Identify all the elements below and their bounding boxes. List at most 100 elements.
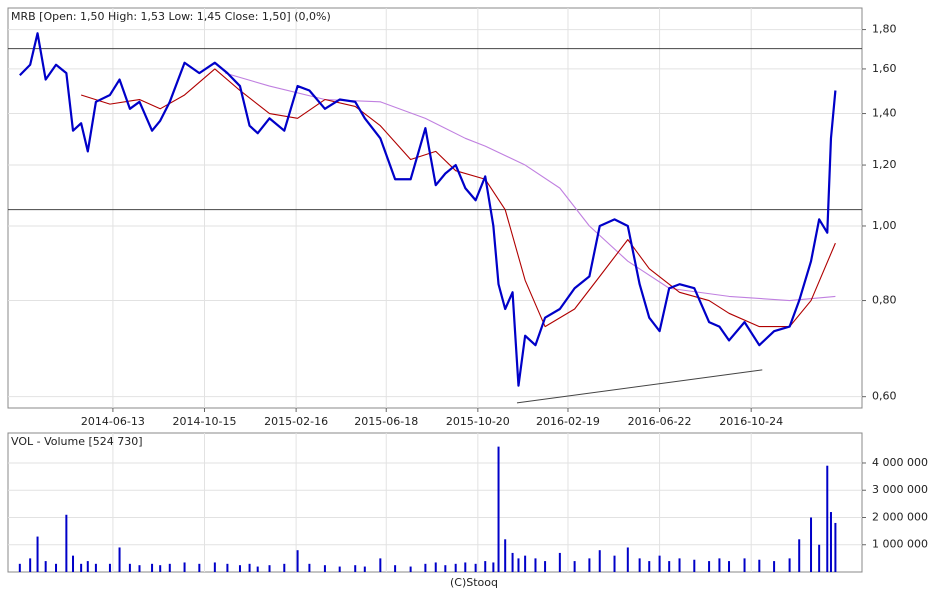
volume-bar: [826, 465, 829, 572]
volume-bar: [818, 544, 821, 572]
volume-bar: [758, 559, 761, 572]
y-tick-label: 1,80: [872, 23, 897, 36]
volume-bar: [613, 555, 616, 572]
y-tick-label: 4 000 000: [872, 456, 928, 469]
volume-bar: [558, 552, 561, 572]
volume-bar: [65, 514, 68, 572]
volume-bar: [474, 563, 477, 572]
volume-bar: [151, 563, 154, 572]
volume-bar: [308, 563, 311, 572]
volume-bar: [226, 563, 229, 572]
volume-bar: [588, 558, 591, 572]
x-tick-label: 2015-06-18: [354, 415, 418, 428]
volume-bar: [94, 563, 97, 572]
volume-bar: [424, 563, 427, 572]
y-tick-label: 1,00: [872, 219, 897, 232]
volume-bar: [668, 561, 671, 572]
volume-bar: [44, 561, 47, 572]
volume-bar: [86, 561, 89, 572]
panel: [7, 7, 863, 409]
trend-line: [516, 369, 763, 404]
volume-bar: [497, 446, 500, 572]
volume-bar: [198, 563, 201, 572]
volume-bar: [626, 547, 629, 572]
volume-bar: [708, 561, 711, 572]
volume-bar: [504, 539, 507, 572]
volume-bar: [678, 558, 681, 572]
volume-bar: [338, 566, 341, 572]
y-tick-label: 1,40: [872, 107, 897, 120]
volume-bar: [268, 565, 271, 572]
y-tick-label: 0,80: [872, 294, 897, 307]
volume-bar: [728, 561, 731, 572]
volume-bar: [256, 566, 259, 572]
volume-bar: [248, 563, 251, 572]
x-tick-label: 2016-02-19: [536, 415, 600, 428]
volume-bar: [484, 561, 487, 572]
y-tick-label: 0,60: [872, 390, 897, 403]
volume-bar: [658, 555, 661, 572]
volume-bar: [434, 562, 437, 572]
volume-bar: [409, 566, 412, 572]
volume-bar: [323, 565, 326, 572]
x-tick-label: 2015-10-20: [446, 415, 510, 428]
footer: (C)Stooq: [450, 576, 498, 589]
volume-bar: [183, 562, 186, 572]
x-tick-label: 2016-06-22: [628, 415, 692, 428]
volume-bar: [283, 563, 286, 572]
x-tick-label: 2014-06-13: [81, 415, 145, 428]
volume-bar: [138, 565, 141, 572]
volume-bar: [648, 561, 651, 572]
panel: [7, 432, 863, 573]
volume-bar: [788, 558, 791, 572]
volume-bar: [159, 565, 162, 572]
volume-bar: [55, 563, 58, 572]
x-tick-label: 2014-10-15: [173, 415, 237, 428]
volume-bar: [798, 539, 801, 572]
volume-bar: [773, 561, 776, 572]
volume-bar: [829, 512, 832, 572]
y-tick-label: 2 000 000: [872, 510, 928, 523]
y-tick-label: 1,20: [872, 158, 897, 171]
volume-bar: [573, 561, 576, 572]
volume-bar: [18, 563, 21, 572]
volume-bar: [213, 562, 216, 572]
volume-bar: [128, 563, 131, 572]
series-line: [80, 68, 836, 328]
volume-bar: [743, 558, 746, 572]
series-line: [19, 32, 837, 387]
volume-bar: [544, 561, 547, 572]
volume-bar: [168, 563, 171, 572]
volume-bar: [363, 566, 366, 572]
y-tick-label: 1 000 000: [872, 538, 928, 551]
panel-title: MRB [Open: 1,50 High: 1,53 Low: 1,45 Clo…: [11, 10, 331, 23]
x-tick-label: 2016-10-24: [719, 415, 783, 428]
volume-bar: [394, 565, 397, 572]
y-tick-label: 1,60: [872, 62, 897, 75]
volume-bar: [80, 563, 83, 572]
volume-bar: [810, 517, 813, 572]
volume-bar: [464, 562, 467, 572]
volume-bar: [118, 547, 121, 572]
volume-bar: [444, 565, 447, 572]
volume-bar: [379, 558, 382, 572]
volume-bar: [36, 536, 39, 572]
volume-bar: [108, 563, 111, 572]
volume-bar: [238, 565, 241, 572]
volume-bar: [534, 558, 537, 572]
volume-bar: [834, 522, 837, 572]
volume-bar: [296, 550, 299, 572]
panel-title: VOL - Volume [524 730]: [11, 435, 143, 448]
volume-bar: [638, 558, 641, 572]
volume-bar: [511, 552, 514, 572]
volume-bar: [718, 558, 721, 572]
volume-bar: [29, 558, 32, 572]
volume-bar: [72, 555, 75, 572]
volume-bar: [524, 555, 527, 572]
y-tick-label: 3 000 000: [872, 483, 928, 496]
volume-bar: [517, 558, 520, 572]
volume-bar: [693, 559, 696, 572]
volume-bar: [354, 565, 357, 572]
volume-bar: [454, 563, 457, 572]
